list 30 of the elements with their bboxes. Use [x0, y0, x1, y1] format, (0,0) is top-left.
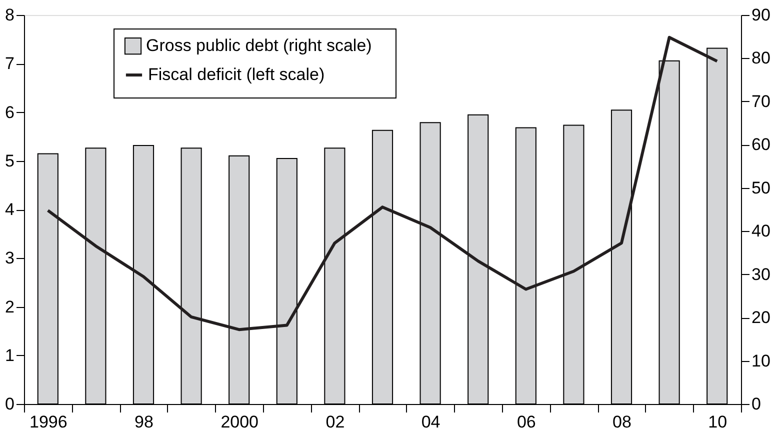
y2-tick-label: 0	[752, 394, 761, 414]
y-tick-label: 8	[5, 6, 14, 24]
x-tick-label: 08	[612, 412, 632, 432]
y-tick-label: 4	[5, 200, 14, 219]
x-tick-label: 06	[516, 412, 536, 432]
x-tick-label: 02	[326, 412, 345, 432]
y2-tick-label: 70	[752, 92, 770, 111]
y2-tick-label: 60	[752, 135, 770, 154]
line-series	[46, 36, 719, 332]
y2-tick-label: 80	[752, 48, 770, 68]
legend-label: Fiscal deficit (left scale)	[148, 65, 325, 84]
y-tick-label: 1	[5, 346, 14, 365]
y-tick-label: 5	[5, 151, 14, 170]
legend-label: Gross public debt (right scale)	[146, 36, 372, 55]
y-tick-label: 3	[5, 248, 14, 268]
y-tick-label: 0	[5, 394, 14, 414]
y2-tick-label: 40	[752, 222, 770, 241]
x-tick-label: 98	[134, 412, 154, 432]
y-tick-label: 2	[5, 297, 14, 316]
x-tick-label: 10	[708, 412, 728, 432]
y2-tick-label: 50	[752, 178, 770, 198]
y2-tick-label: 20	[752, 308, 770, 328]
y2-tick-label: 10	[752, 351, 770, 370]
y2-tick-label: 90	[752, 6, 770, 24]
x-tick-label: 1996	[29, 412, 68, 432]
y-tick-label: 6	[5, 102, 14, 122]
y2-tick-label: 30	[752, 264, 770, 284]
x-tick-label: 04	[421, 412, 440, 432]
y-tick-label: 7	[5, 54, 14, 74]
x-tick-label: 2000	[220, 412, 259, 432]
